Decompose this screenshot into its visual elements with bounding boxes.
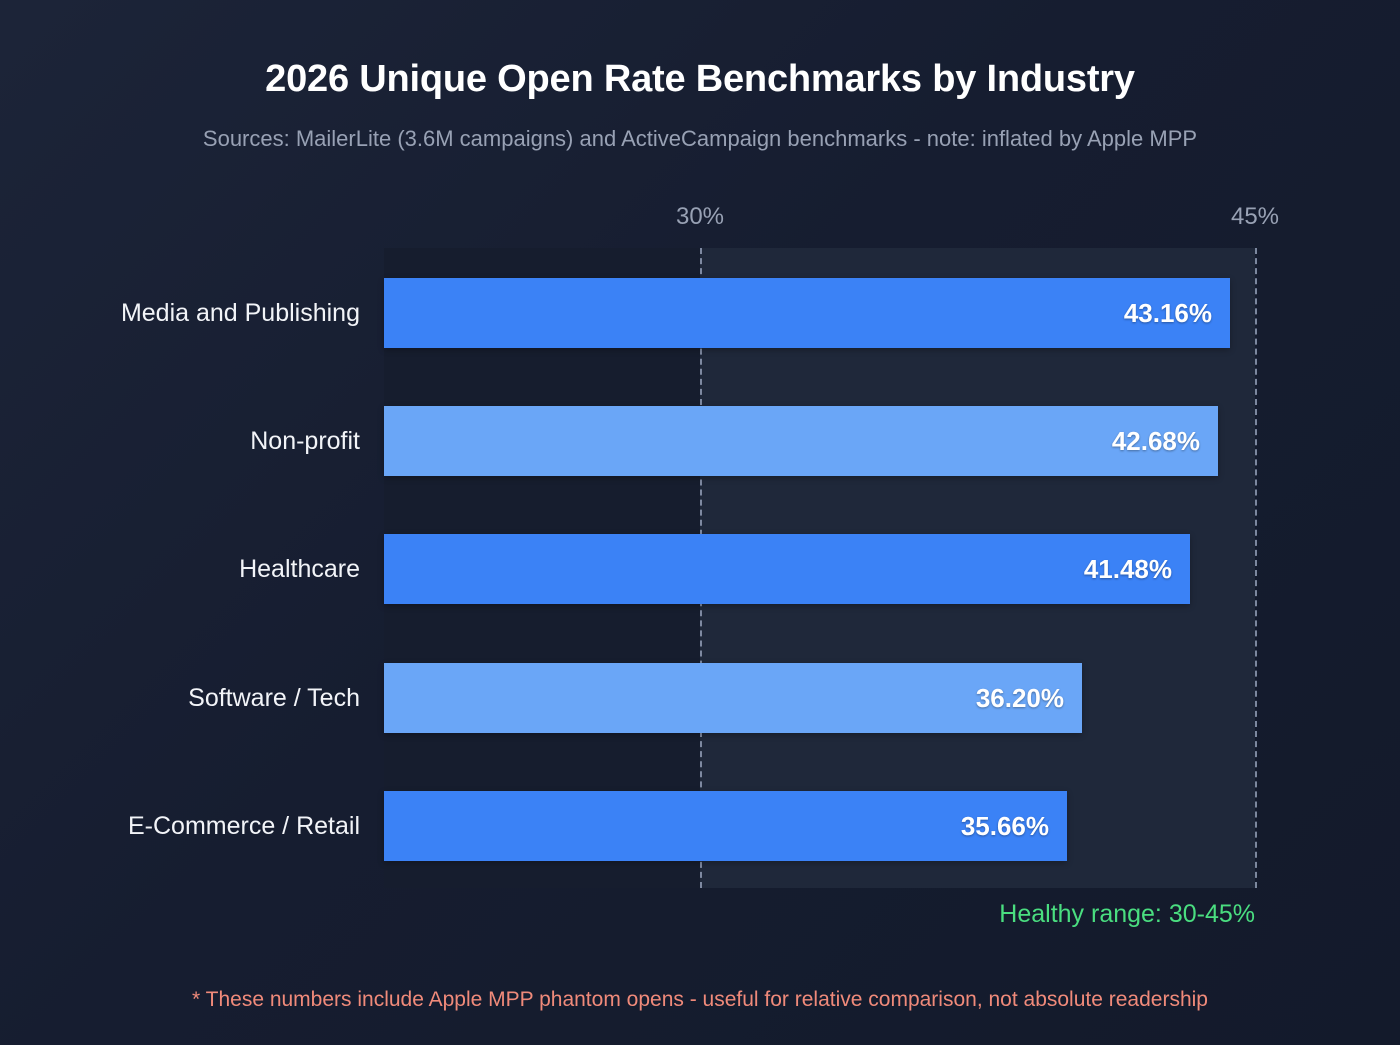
bar-value-label: 42.68% <box>1111 425 1200 456</box>
chart-subtitle: Sources: MailerLite (3.6M campaigns) and… <box>202 126 1198 151</box>
bar-value-label: 41.48% <box>1083 553 1172 584</box>
bar[interactable]: 41.48% <box>384 534 1190 604</box>
bar[interactable]: 35.66% <box>384 791 1067 861</box>
x-axis-tick-45: 45% <box>1230 203 1280 230</box>
category-label: Non-profit <box>250 426 360 455</box>
range-line-upper <box>1255 248 1257 888</box>
healthy-range-label: Healthy range: 30-45% <box>999 900 1255 928</box>
bar[interactable]: 42.68% <box>384 406 1218 476</box>
page-title: 2026 Unique Open Rate Benchmarks by Indu… <box>265 58 1135 100</box>
category-label: Software / Tech <box>188 683 360 712</box>
bar[interactable]: 36.20% <box>384 663 1082 733</box>
bar-value-label: 36.20% <box>975 682 1064 713</box>
category-label: Media and Publishing <box>120 298 360 327</box>
bar-value-label: 35.66% <box>960 810 1049 841</box>
bar[interactable]: 43.16% <box>384 278 1230 348</box>
category-label: Healthcare <box>239 554 360 583</box>
bar-value-label: 43.16% <box>1123 297 1212 328</box>
x-axis-tick-30: 30% <box>675 203 725 230</box>
footnote-text: * These numbers include Apple MPP phanto… <box>192 988 1208 1011</box>
category-label: E-Commerce / Retail <box>128 811 360 840</box>
